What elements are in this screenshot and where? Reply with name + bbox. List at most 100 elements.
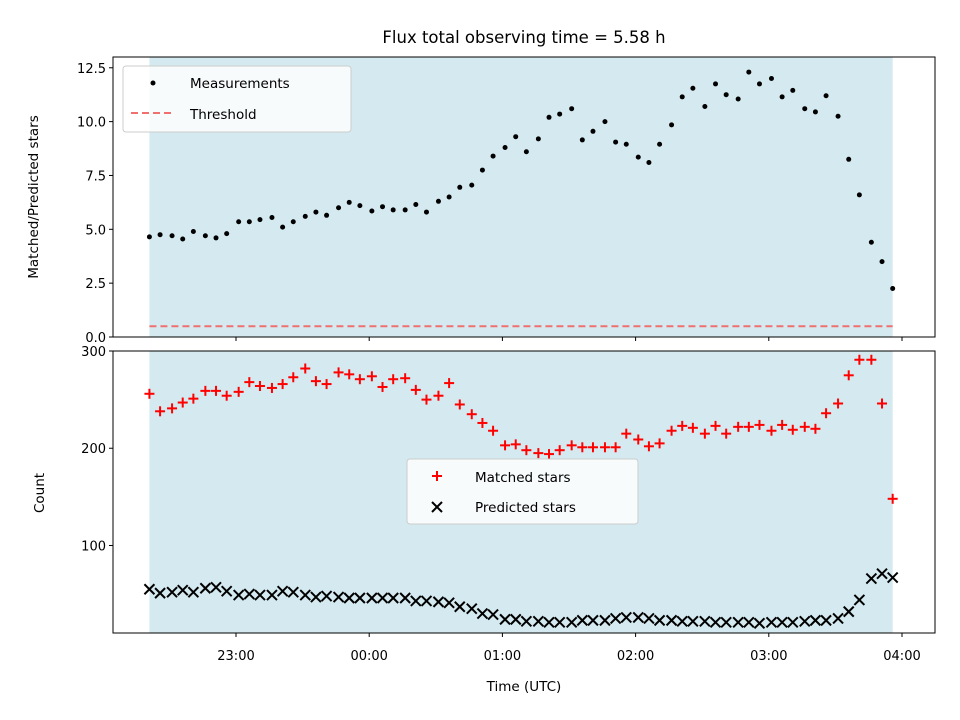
- legend-predicted-marker: [431, 501, 443, 513]
- predicted-star-point: [354, 592, 366, 604]
- matched-star-point: [144, 388, 155, 399]
- measurement-point: [669, 122, 675, 128]
- predicted-star-point: [276, 585, 289, 597]
- legend-matched-label: Matched stars: [475, 470, 571, 486]
- y-tick-label: 7.5: [85, 169, 106, 184]
- matched-star-point: [610, 442, 621, 453]
- legend-threshold-label: Threshold: [189, 107, 257, 123]
- matched-star-point: [633, 434, 644, 445]
- predicted-star-point: [443, 597, 455, 609]
- y-tick-label: 100: [81, 539, 106, 554]
- measurement-point: [613, 139, 619, 145]
- predicted-star-point: [254, 589, 266, 601]
- predicted-star-point: [332, 591, 345, 603]
- y-tick-label: 300: [81, 345, 106, 360]
- measurement-point: [469, 182, 475, 188]
- predicted-star-point: [699, 615, 711, 628]
- predicted-star-point: [787, 616, 799, 629]
- bottom-y-ticks: 100 200 300: [81, 345, 113, 554]
- measurement-point: [535, 136, 541, 142]
- predicted-star-point: [765, 616, 778, 629]
- matched-star-point: [566, 440, 577, 451]
- predicted-star-point: [299, 589, 311, 601]
- measurement-point: [402, 207, 408, 213]
- top-legend-box: [122, 65, 352, 133]
- predicted-star-point: [532, 615, 545, 628]
- measurement-point: [702, 104, 708, 110]
- matched-star-point: [444, 378, 455, 389]
- bottom-legend: Matched stars Predicted stars: [406, 458, 639, 525]
- matched-star-point: [288, 372, 299, 383]
- predicted-star-point: [676, 615, 688, 628]
- measurement-point: [868, 239, 874, 245]
- predicted-star-point: [687, 615, 699, 628]
- measurement-point: [369, 208, 375, 214]
- predicted-star-point: [665, 614, 678, 627]
- measurement-point: [513, 134, 519, 140]
- measurement-point: [413, 202, 419, 208]
- matched-star-point: [733, 421, 744, 432]
- predicted-star-point: [210, 581, 222, 594]
- predicted-star-point: [410, 595, 422, 607]
- predicted-star-point: [187, 586, 200, 598]
- predicted-star-point: [632, 611, 644, 624]
- matched-star-point: [654, 438, 665, 449]
- predicted-star-point: [143, 583, 156, 595]
- matched-star-point: [155, 406, 166, 417]
- predicted-star-point: [387, 592, 399, 604]
- matched-star-point: [500, 440, 511, 451]
- y-tick-label: 2.5: [85, 277, 106, 292]
- measurement-point: [846, 156, 852, 162]
- predicted-star-point: [199, 582, 212, 594]
- measurement-point: [202, 233, 208, 239]
- matched-star-point: [310, 376, 321, 387]
- predicted-star-point: [709, 616, 722, 629]
- top-y-axis-label: Matched/Predicted stars: [26, 115, 42, 278]
- matched-star-point: [799, 421, 810, 432]
- predicted-star-point: [154, 587, 166, 599]
- matched-star-point: [321, 379, 332, 390]
- measurement-point: [169, 233, 175, 239]
- measurement-point: [779, 94, 785, 100]
- matched-star-point: [377, 381, 388, 392]
- measurement-point: [590, 128, 596, 134]
- bottom-x-ticks: 23:00 00:00 01:00 02:00 03:00 04:00: [217, 633, 921, 664]
- matched-star-point: [300, 363, 311, 374]
- x-tick-label: 00:00: [350, 649, 387, 664]
- top-panel: 0.0 2.5 5.0 7.5 10.0 12.5 Flux total observin…: [26, 28, 936, 346]
- bottom-axes-frame: [112, 350, 936, 634]
- predicted-star-point: [366, 592, 378, 604]
- predicted-star-point: [643, 612, 655, 625]
- predicted-star-point: [886, 571, 899, 584]
- predicted-star-point: [565, 616, 578, 629]
- measurement-point: [523, 149, 529, 155]
- predicted-star-point: [843, 605, 855, 618]
- y-tick-label: 10.0: [77, 116, 106, 131]
- predicted-star-point: [543, 616, 555, 629]
- matched-star-point: [877, 398, 888, 409]
- matched-star-point: [254, 381, 265, 392]
- predicted-star-point: [553, 616, 566, 629]
- measurement-point: [602, 119, 608, 125]
- predicted-star-point: [399, 592, 411, 604]
- x-axis-label: Time (UTC): [486, 679, 562, 695]
- matched-star-point: [621, 428, 632, 439]
- measurement-point: [713, 81, 719, 87]
- predicted-star-point: [232, 589, 245, 601]
- matched-star-point: [344, 369, 355, 380]
- matched-star-point: [843, 370, 854, 381]
- measurement-point: [768, 76, 774, 82]
- matched-star-point: [777, 419, 788, 430]
- matched-star-point: [643, 441, 654, 452]
- matched-star-point: [754, 419, 765, 430]
- predicted-star-point: [466, 602, 478, 615]
- top-x-ticks: [235, 337, 903, 341]
- matched-star-point: [410, 384, 421, 395]
- predicted-star-point: [587, 614, 599, 627]
- predicted-star-point: [753, 617, 766, 629]
- predicted-star-point: [243, 588, 256, 600]
- predicted-star-point: [609, 612, 622, 625]
- legend-predicted-label: Predicted stars: [475, 500, 576, 516]
- matched-star-point: [533, 448, 544, 459]
- matched-star-point: [466, 409, 477, 420]
